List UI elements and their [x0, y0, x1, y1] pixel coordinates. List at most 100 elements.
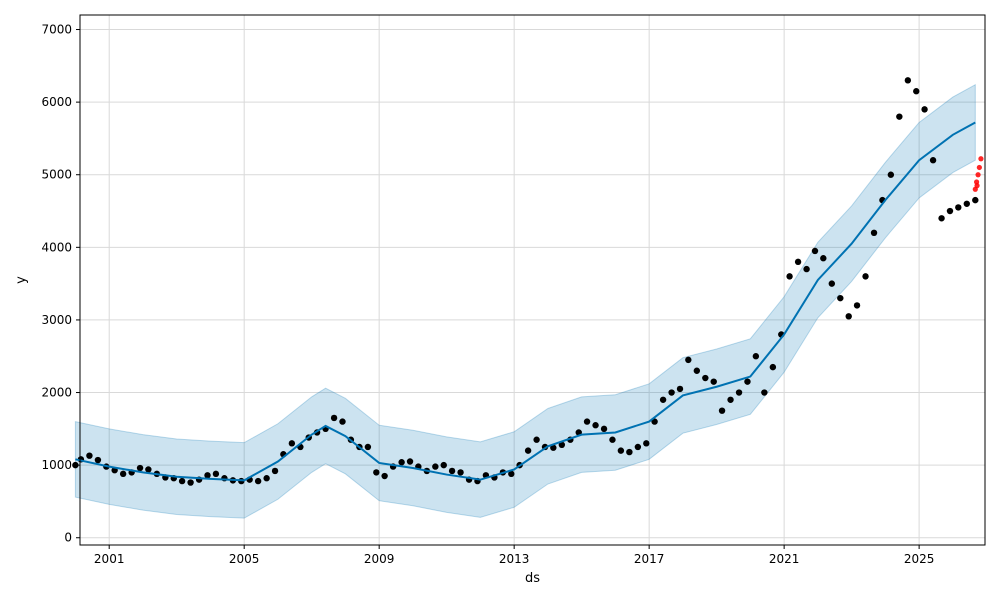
observed-point	[870, 229, 878, 237]
forecast-line	[75, 121, 976, 482]
observed-point	[600, 425, 608, 433]
observed-point	[263, 475, 270, 482]
observed-point	[676, 385, 684, 393]
observed-point	[938, 215, 945, 222]
y-tick-label: 7000	[41, 23, 72, 37]
observed-point	[609, 436, 616, 443]
observed-point	[913, 88, 920, 95]
y-axis-label: y	[14, 276, 29, 284]
observed-point	[963, 200, 970, 207]
observed-point	[803, 265, 810, 273]
y-axis-ticks: 0 1000 2000 3000 4000 5000 6000 7000	[41, 23, 80, 545]
y-tick-label: 4000	[41, 240, 72, 254]
observed-point	[254, 477, 262, 485]
observed-point	[845, 313, 852, 320]
observed-point	[94, 456, 102, 464]
observed-point	[204, 472, 211, 479]
observed-point	[364, 443, 372, 451]
observed-point	[693, 367, 701, 374]
observed-point	[583, 418, 591, 425]
observed-point	[735, 389, 743, 396]
observed-point	[811, 247, 819, 255]
observed-point	[786, 273, 793, 280]
observed-point	[626, 448, 633, 456]
x-tick-label: 2013	[499, 552, 530, 566]
holdout-point	[974, 183, 980, 189]
observed-point	[643, 440, 650, 447]
x-tick-label: 2017	[634, 552, 665, 566]
grid-lines	[80, 15, 985, 545]
observed-point	[136, 464, 144, 472]
observed-point	[921, 106, 928, 113]
observed-point	[634, 443, 642, 451]
holdout-point	[978, 156, 984, 162]
observed-point	[955, 204, 962, 211]
observed-point	[178, 477, 186, 485]
holdout-points	[972, 156, 984, 192]
observed-point	[929, 157, 937, 164]
x-tick-label: 2001	[94, 552, 125, 566]
observed-point	[769, 363, 777, 371]
observed-point	[651, 418, 658, 425]
x-tick-label: 2009	[364, 552, 395, 566]
observed-point	[752, 353, 760, 360]
observed-point	[339, 418, 346, 425]
observed-point	[794, 258, 802, 266]
observed-point	[373, 469, 380, 476]
observed-point	[972, 196, 979, 204]
observed-point	[837, 294, 844, 302]
x-axis-label: ds	[525, 571, 540, 586]
observed-point	[946, 207, 954, 215]
y-tick-label: 2000	[41, 386, 72, 400]
observed-point	[187, 479, 194, 486]
observed-point	[828, 280, 836, 287]
observed-point	[853, 302, 861, 309]
y-tick-label: 6000	[41, 95, 72, 109]
observed-point	[448, 467, 456, 475]
observed-point	[524, 447, 532, 454]
observed-point	[398, 459, 405, 466]
observed-point	[702, 374, 709, 382]
y-tick-label: 0	[64, 531, 72, 545]
holdout-point	[975, 172, 981, 178]
observed-point	[668, 389, 675, 396]
plot-frame	[79, 14, 986, 546]
observed-point	[212, 470, 220, 478]
observed-point	[550, 444, 557, 451]
observed-point	[727, 396, 734, 403]
observed-point	[288, 440, 296, 447]
observed-point	[592, 422, 599, 429]
observed-point	[271, 467, 279, 475]
observed-point	[744, 378, 751, 385]
observed-point	[86, 452, 93, 459]
x-tick-label: 2025	[904, 552, 935, 566]
observed-point	[381, 472, 388, 480]
observed-point	[896, 113, 903, 120]
x-axis-ticks: 2001 2005 2009 2013 2017 2021 2025	[94, 545, 934, 566]
observed-point	[820, 255, 827, 262]
y-tick-label: 1000	[41, 458, 72, 472]
observed-point	[457, 469, 464, 476]
observed-point	[887, 171, 895, 178]
observed-point	[685, 356, 692, 364]
uncertainty-band	[74, 83, 976, 519]
observed-point	[718, 407, 726, 414]
y-tick-label: 3000	[41, 313, 72, 327]
observed-point	[710, 378, 717, 385]
forecast-line	[75, 121, 976, 482]
observed-point	[72, 461, 79, 469]
observed-point	[904, 77, 912, 84]
observed-point	[330, 414, 338, 422]
observed-point	[533, 436, 540, 443]
observed-point	[761, 389, 768, 396]
observed-point	[406, 458, 414, 465]
observed-point	[617, 447, 625, 454]
observed-point	[558, 441, 566, 449]
holdout-point	[976, 164, 982, 171]
y-tick-label: 5000	[41, 168, 72, 182]
observed-point	[145, 466, 152, 473]
observed-point	[862, 273, 869, 280]
observed-point	[440, 461, 447, 469]
